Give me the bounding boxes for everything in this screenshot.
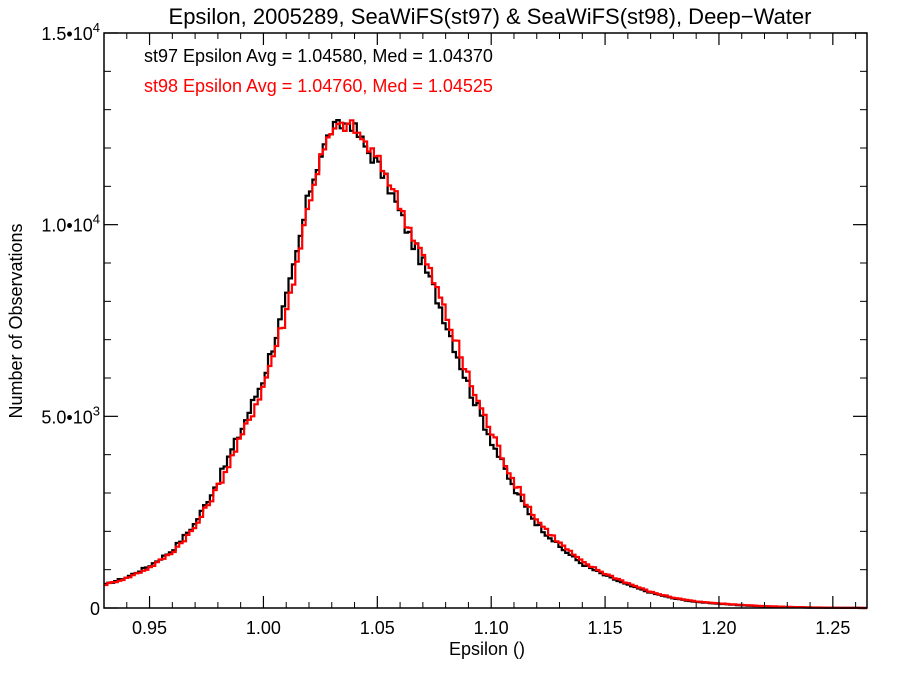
series-line-st97	[104, 119, 867, 610]
x-tick-label: 1.10	[474, 618, 509, 638]
annotations: st97 Epsilon Avg = 1.04580, Med = 1.0437…	[144, 46, 493, 96]
x-axis-label: Epsilon ()	[449, 639, 525, 659]
chart-title: Epsilon, 2005289, SeaWiFS(st97) & SeaWiF…	[169, 4, 812, 29]
x-tick-label: 1.05	[360, 618, 395, 638]
plot-frame	[103, 32, 868, 609]
y-axis-label: Number of Observations	[6, 223, 26, 418]
x-tick-label: 0.95	[132, 618, 167, 638]
y-tick-label: 1.0•104	[41, 212, 100, 236]
x-tick-label: 1.20	[701, 618, 736, 638]
annotation-2: st98 Epsilon Avg = 1.04760, Med = 1.0452…	[144, 76, 493, 96]
x-tick-label: 1.25	[815, 618, 850, 638]
y-tick-label: 1.5•104	[41, 20, 100, 44]
x-tick-label: 1.15	[588, 618, 623, 638]
axes: 0.95 1.00 1.05 1.10 1.15 1.20 1.25 0 5.0•103 1.0•…	[41, 20, 868, 638]
y-tick-label: 5.0•103	[41, 403, 100, 427]
x-tick-label: 1.00	[246, 618, 281, 638]
series-line-st98	[104, 119, 867, 610]
series-lines	[104, 119, 867, 610]
annotation-1: st97 Epsilon Avg = 1.04580, Med = 1.0437…	[144, 46, 493, 66]
y-tick-label: 0	[90, 599, 100, 619]
